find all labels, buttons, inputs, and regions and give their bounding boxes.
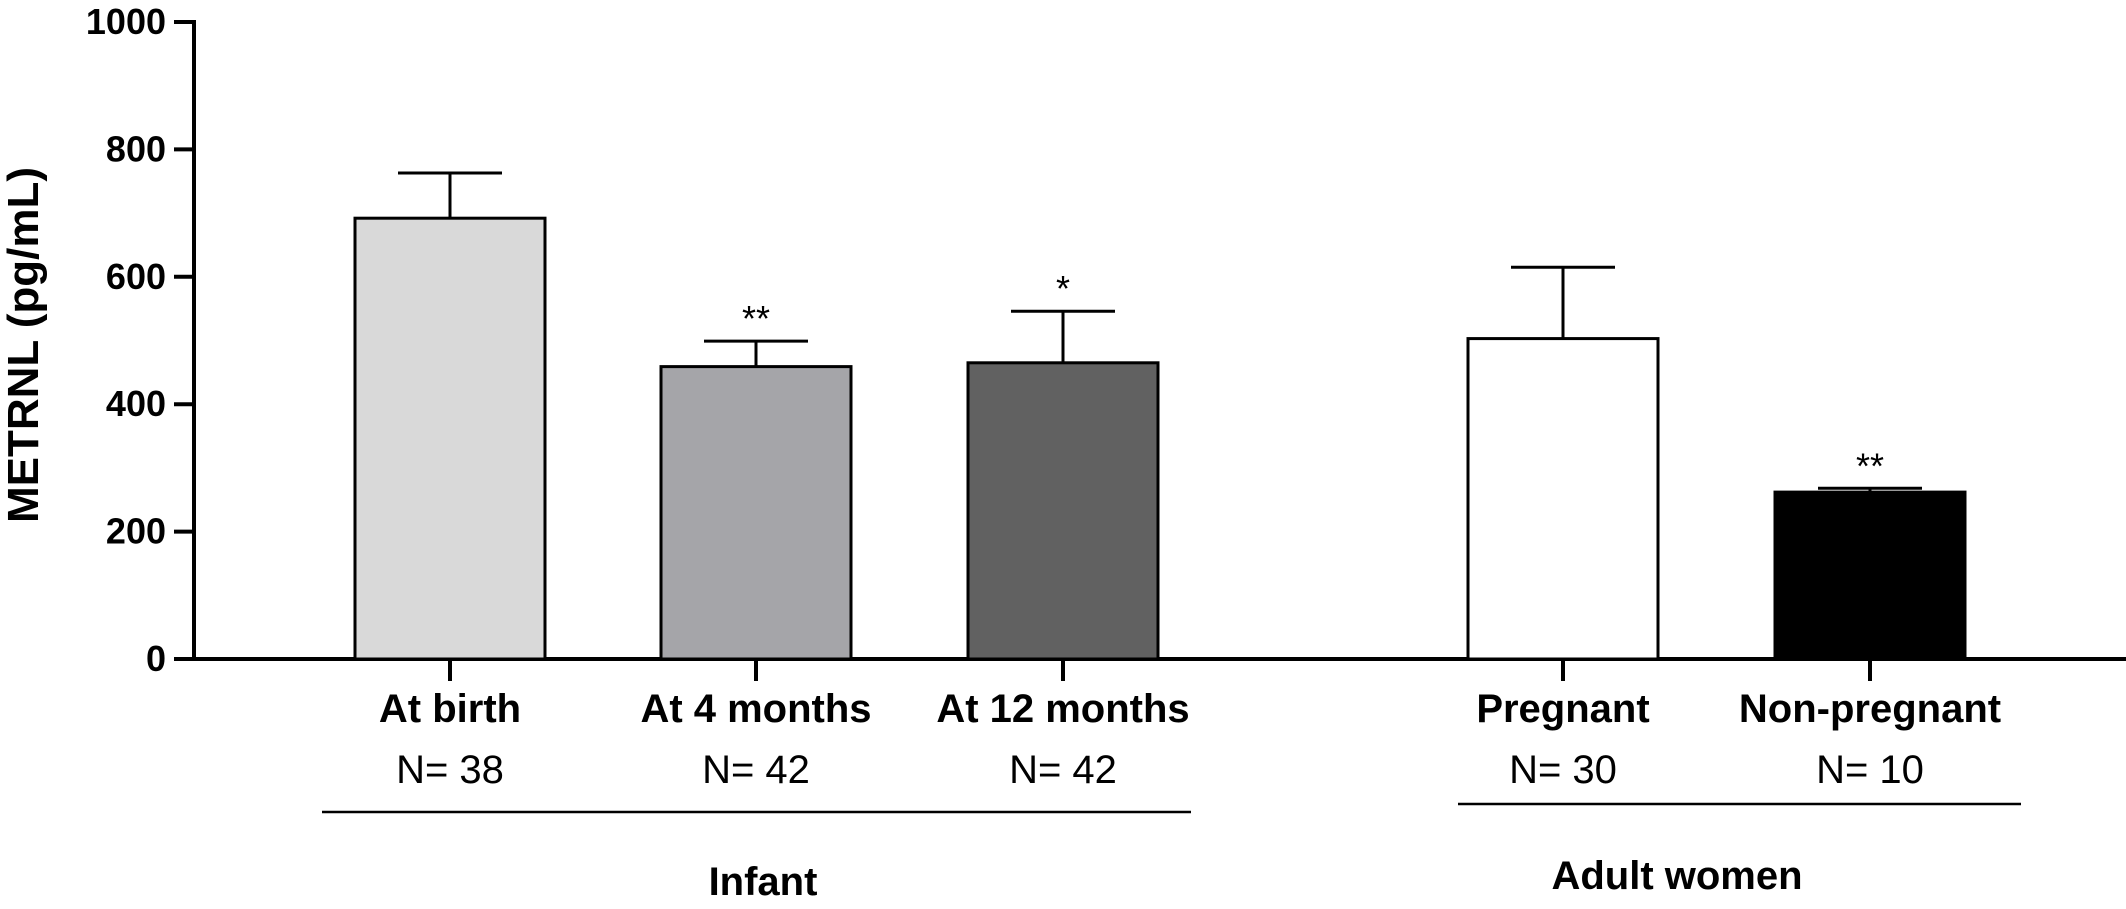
y-tick-label: 200 xyxy=(106,511,166,552)
y-tick-label: 0 xyxy=(146,638,166,679)
n-label: N= 38 xyxy=(396,748,504,792)
n-label: N= 42 xyxy=(1009,748,1117,792)
n-label: N= 30 xyxy=(1509,748,1617,792)
group-label: Adult women xyxy=(1551,854,1802,898)
bars xyxy=(353,171,1967,661)
bar xyxy=(659,365,853,661)
significance-marker: ** xyxy=(1856,445,1884,486)
y-tick-label: 1000 xyxy=(86,1,166,42)
category-label: At 4 months xyxy=(640,687,871,731)
y-tick-label: 600 xyxy=(106,256,166,297)
y-tick-label: 400 xyxy=(106,383,166,424)
y-axis-label: METRNL (pg/mL) xyxy=(0,167,48,523)
n-label: N= 10 xyxy=(1816,748,1924,792)
n-label: N= 42 xyxy=(702,748,810,792)
category-label: At birth xyxy=(379,687,521,731)
y-tick-label: 800 xyxy=(106,128,166,169)
bar xyxy=(1773,490,1967,661)
significance-marker: * xyxy=(1056,268,1070,309)
significance-marker: ** xyxy=(742,298,770,339)
bar xyxy=(1466,337,1660,661)
bar xyxy=(966,361,1160,661)
labels: At birth N= 38 ** At 4 months N= 42 * At 12 mo… xyxy=(322,268,2021,904)
category-label: Non-pregnant xyxy=(1739,687,2001,731)
category-label: At 12 months xyxy=(936,687,1189,731)
group-label: Infant xyxy=(709,860,818,904)
bar xyxy=(353,216,547,661)
category-label: Pregnant xyxy=(1476,687,1649,731)
